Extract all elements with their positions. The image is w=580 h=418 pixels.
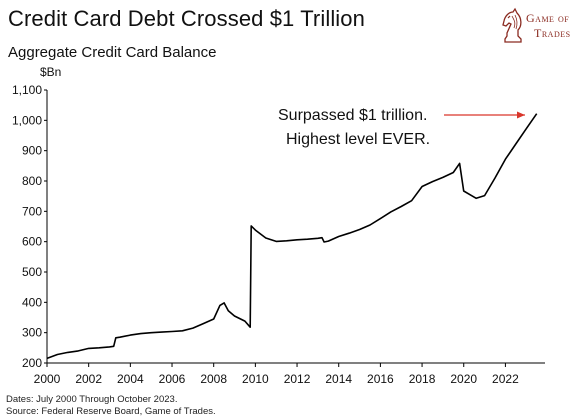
x-tick-label: 2000 [34, 372, 61, 386]
y-tick-label: 900 [22, 144, 42, 158]
y-tick-label: 700 [22, 204, 42, 218]
y-axis-unit-label: $Bn [40, 65, 61, 79]
y-tick-label: 600 [22, 235, 42, 249]
x-tick-label: 2008 [200, 372, 227, 386]
x-tick-label: 2020 [450, 372, 477, 386]
y-tick-label: 300 [22, 326, 42, 340]
y-tick-label: 1,000 [12, 113, 42, 127]
x-tick-label: 2016 [367, 372, 394, 386]
chart-subtitle: Aggregate Credit Card Balance [8, 44, 217, 61]
y-axis: 200 300 400 500 600 700 800 900 1,000 1,100 [12, 83, 47, 370]
footer-dates: Dates: July 2000 Through October 2023. [6, 394, 178, 405]
y-tick-label: 400 [22, 295, 42, 309]
x-tick-label: 2012 [284, 372, 311, 386]
brand-logo: Game of Trades [498, 6, 578, 46]
y-tick-label: 800 [22, 174, 42, 188]
x-tick-label: 2010 [242, 372, 269, 386]
x-tick-label: 2018 [409, 372, 436, 386]
x-tick-label: 2014 [325, 372, 352, 386]
y-tick-label: 200 [22, 356, 42, 370]
annotation-line-2: Highest level EVER. [286, 131, 430, 148]
x-tick-label: 2022 [492, 372, 519, 386]
x-tick-label: 2004 [117, 372, 144, 386]
y-tick-label: 500 [22, 265, 42, 279]
x-tick-label: 2002 [75, 372, 102, 386]
annotation-line-1: Surpassed $1 trillion. [278, 107, 427, 124]
footer-source: Source: Federal Reserve Board, Game of T… [6, 406, 216, 417]
knight-chess-piece-icon [502, 7, 522, 43]
x-axis: 2000 2002 2004 2006 2008 2010 2012 2014 2016 2018… [34, 363, 519, 386]
brand-name-line2: Trades [534, 26, 571, 40]
brand-name-line1: Game of [526, 11, 570, 25]
series-line [46, 113, 538, 360]
chart-title: Credit Card Debt Crossed $1 Trillion [8, 6, 365, 31]
annotation-arrow-head [517, 111, 525, 119]
x-tick-label: 2006 [159, 372, 186, 386]
y-tick-label: 1,100 [12, 83, 42, 97]
